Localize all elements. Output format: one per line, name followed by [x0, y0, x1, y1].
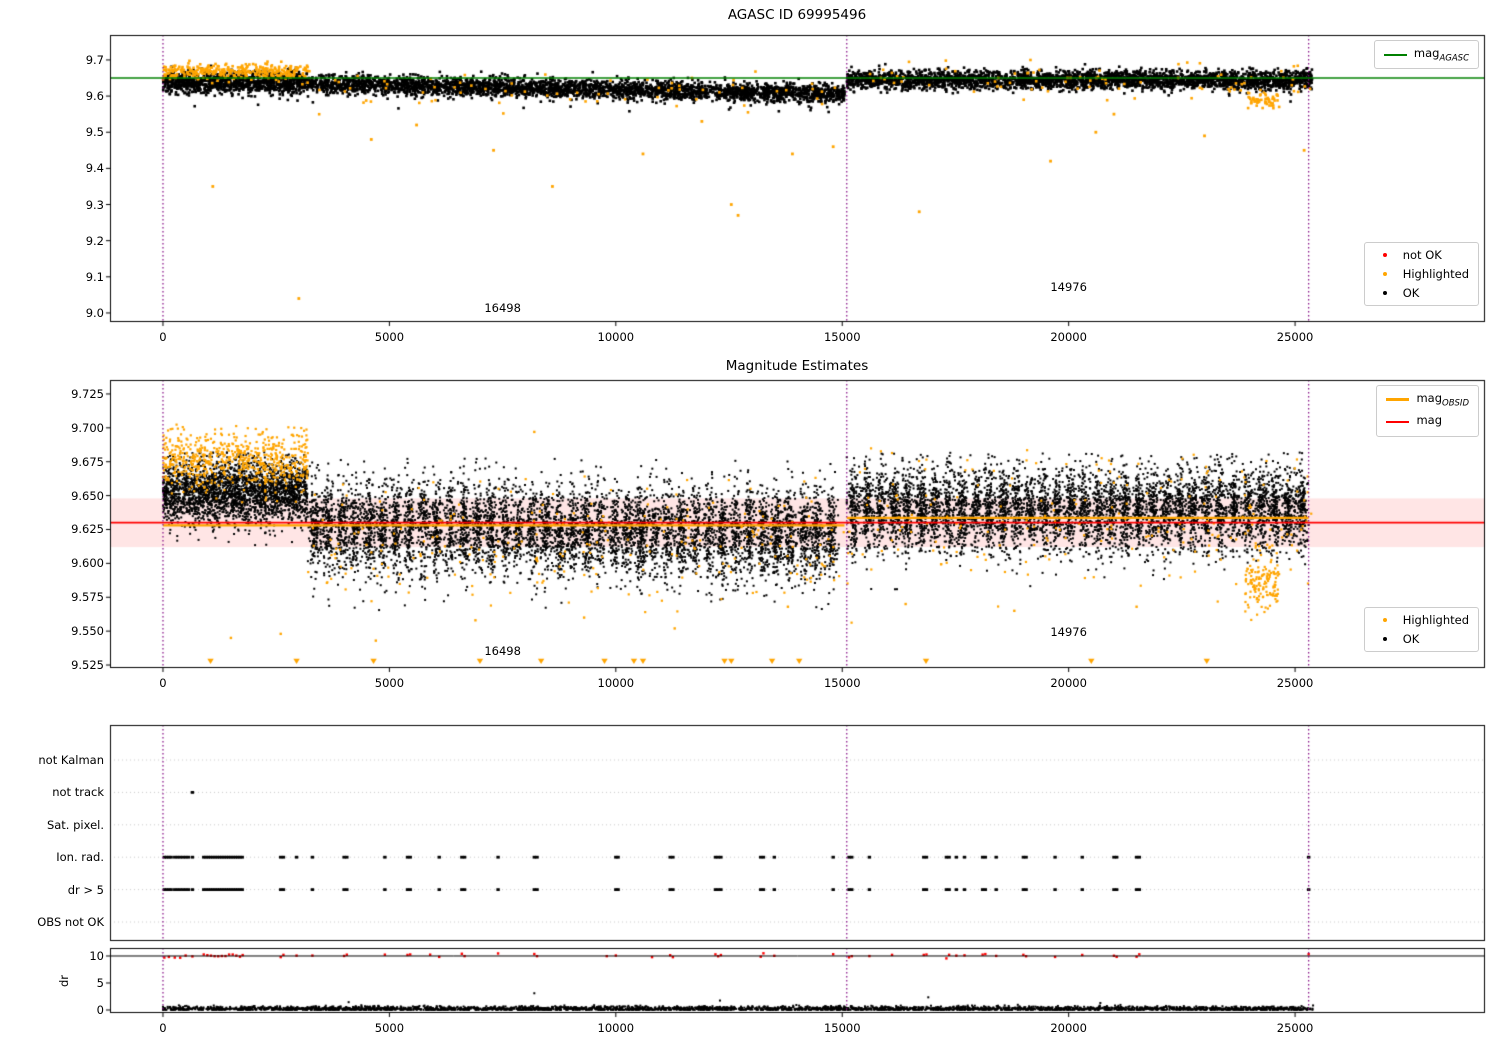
figure: AGASC ID 69995496 Magnitude Estimates ma… [0, 0, 1500, 1050]
figure-canvas [0, 0, 1500, 1050]
